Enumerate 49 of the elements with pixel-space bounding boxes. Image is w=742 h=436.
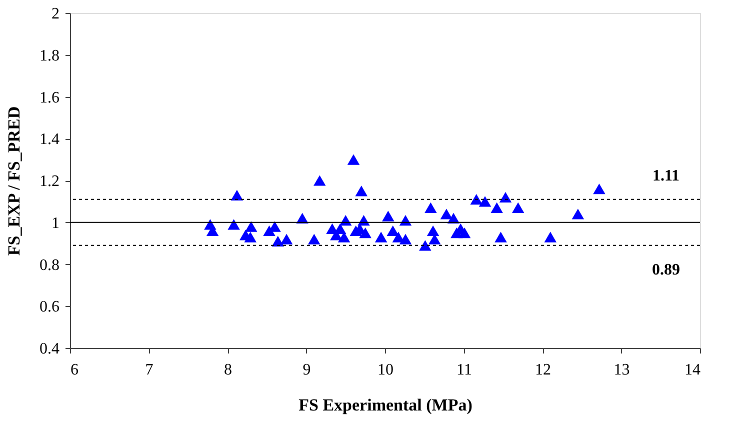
y-tick-label: 1.6 [40, 89, 60, 106]
point [572, 208, 584, 220]
point [494, 232, 507, 242]
ref-line-label: 0.89 [652, 261, 680, 278]
x-tick-label: 12 [535, 362, 551, 378]
point [426, 225, 440, 236]
y-tick-label: 1.8 [40, 47, 60, 64]
y-tick-label: 1 [52, 214, 60, 232]
x-tick-label: 13 [614, 362, 630, 378]
point [458, 228, 471, 238]
y-tick-label: 0.6 [40, 298, 60, 316]
point [228, 219, 240, 230]
point [314, 175, 326, 186]
y-tick-label: 1.2 [40, 173, 60, 190]
point [386, 225, 399, 236]
y-tick-label: 0.8 [40, 256, 60, 274]
x-tick-label: 8 [224, 362, 232, 378]
x-tick-label: 9 [302, 362, 311, 378]
x-tick-label: 10 [378, 362, 394, 378]
x-tick-label: 11 [456, 362, 472, 378]
point [499, 192, 512, 203]
point [355, 186, 368, 196]
point [399, 234, 412, 244]
x-axis-title: FS Experimental (MPa) [298, 396, 472, 414]
y-tick-label: 2 [52, 6, 60, 22]
y-tick-label: 1.4 [40, 131, 60, 148]
ref-line-label: 1.11 [652, 167, 680, 184]
point [490, 202, 503, 214]
point [512, 202, 524, 214]
point [347, 154, 360, 165]
point [478, 196, 492, 207]
point [382, 210, 394, 222]
x-tick-label: 7 [145, 362, 154, 378]
point [419, 240, 432, 251]
point [359, 228, 372, 238]
y-tick-label: 0.4 [40, 340, 60, 358]
x-tick-label: 14 [684, 362, 700, 378]
point [544, 232, 556, 242]
x-tick-label: 6 [70, 362, 78, 378]
point [440, 208, 453, 220]
point [230, 190, 244, 200]
point [593, 184, 606, 194]
point [308, 234, 320, 244]
point [245, 221, 258, 232]
point [280, 234, 293, 244]
y-axis-title: FS_EXP / FS_PRED [4, 106, 24, 256]
point [374, 232, 388, 242]
point [244, 232, 256, 242]
point [424, 202, 437, 214]
